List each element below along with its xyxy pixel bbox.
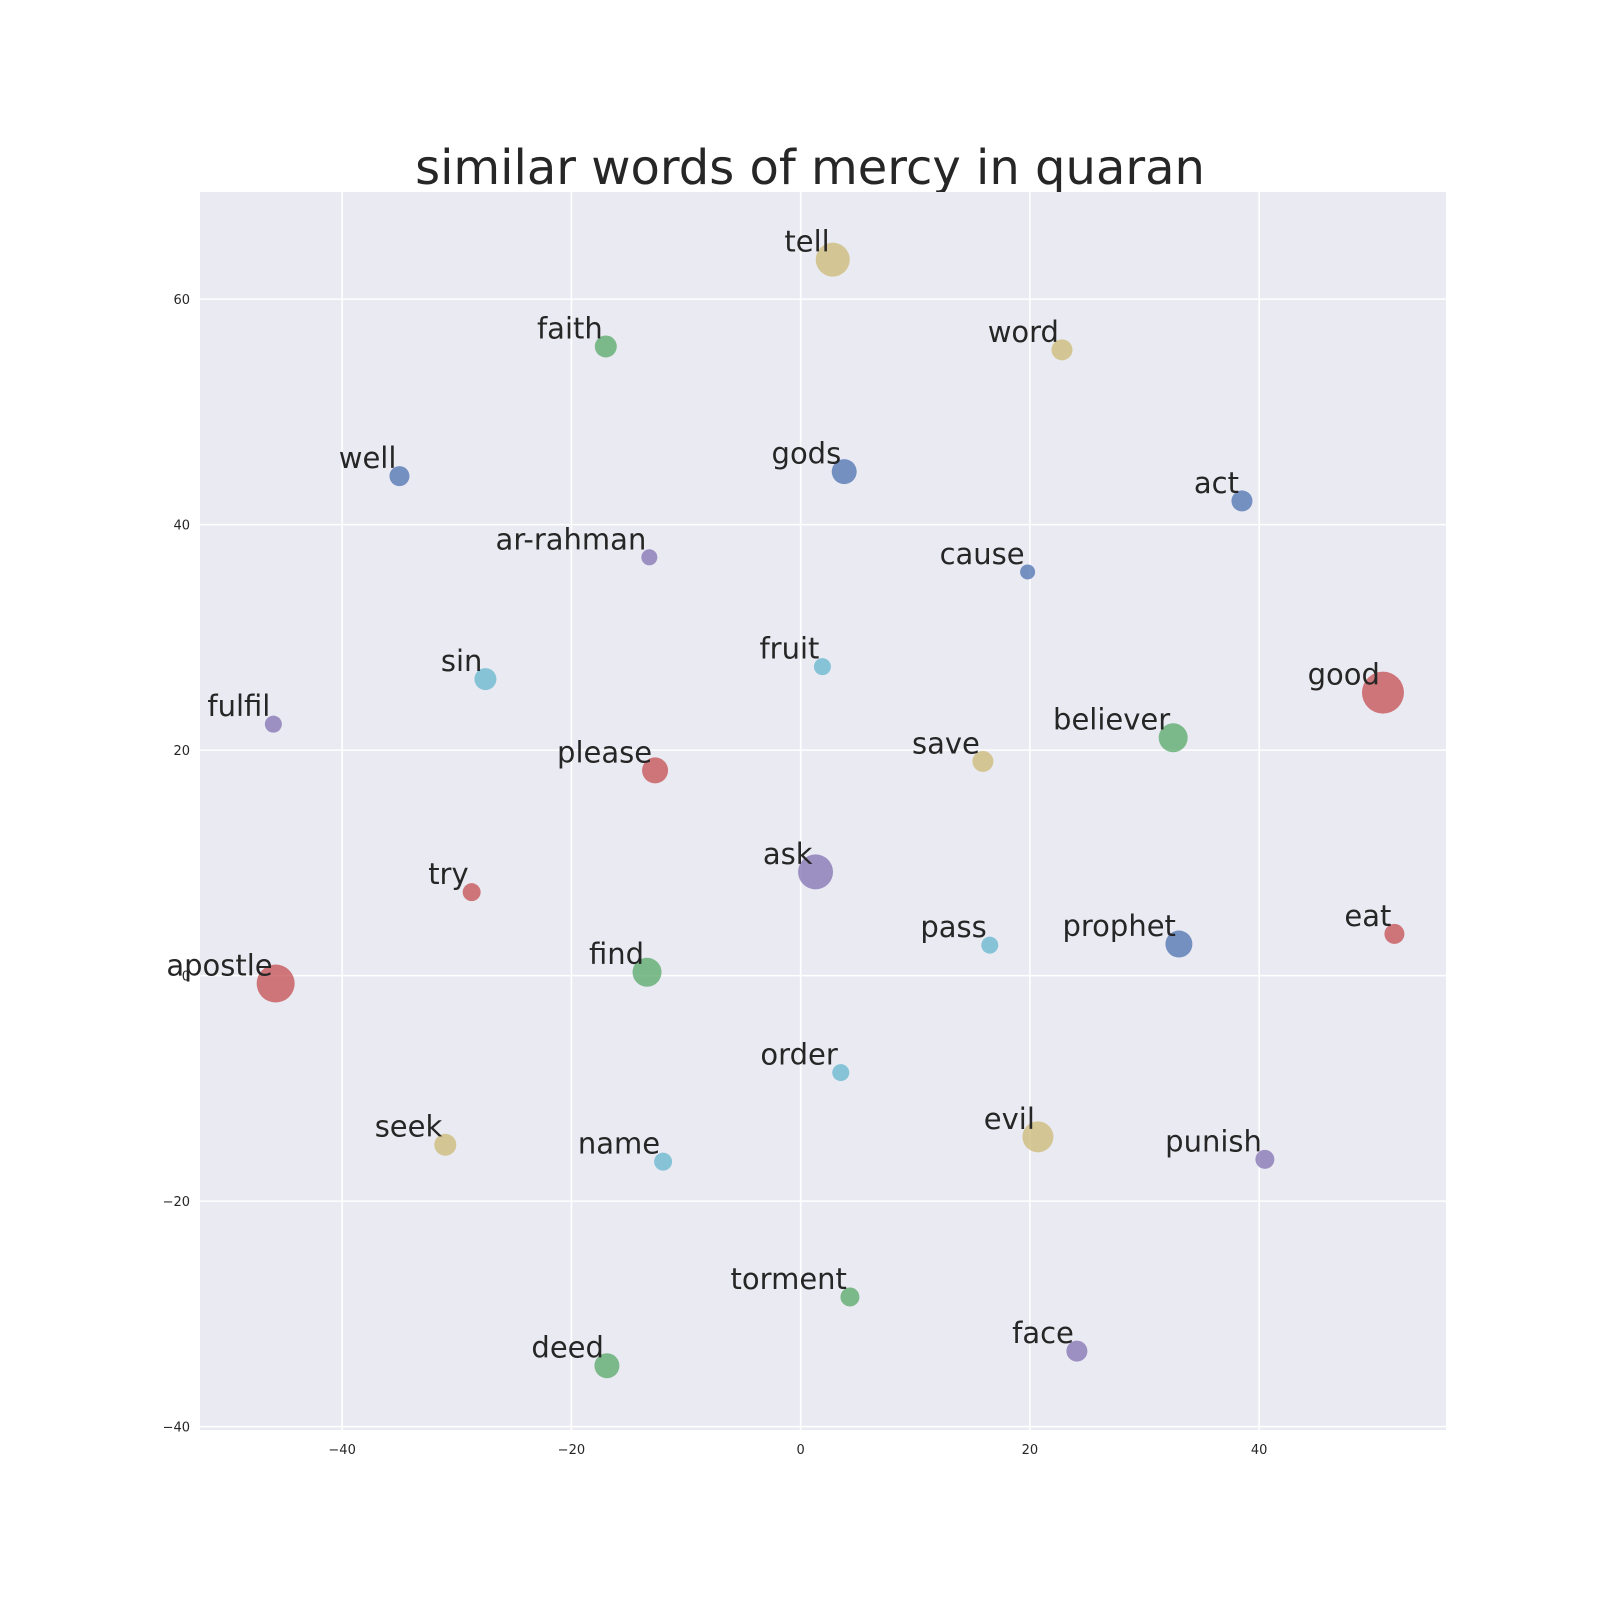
point-label-sin: sin [441,644,483,678]
scatter-point-please [642,757,669,784]
scatter-point-apostle [256,964,295,1003]
scatter-point-seek [434,1133,457,1156]
y-tick-label: −20 [163,1195,190,1210]
point-label-torment: torment [731,1262,847,1296]
point-label-ask: ask [763,837,813,871]
scatter-point-ask [798,854,834,890]
scatter-point-gods [831,459,857,485]
point-label-face: face [1012,1316,1074,1350]
scatter-point-ar-rahman [641,549,658,566]
scatter-point-pass [981,936,999,954]
point-label-ar-rahman: ar-rahman [496,522,647,556]
point-label-punish: punish [1165,1124,1262,1158]
point-label-gods: gods [772,437,842,471]
scatter-point-believer [1158,723,1188,753]
y-tick-label: −40 [163,1421,190,1436]
point-label-seek: seek [375,1110,443,1144]
point-label-pass: pass [920,910,986,944]
scatter-point-prophet [1165,930,1193,958]
scatter-point-fruit [813,658,831,676]
scatter-point-sin [474,668,497,691]
scatter-point-punish [1255,1149,1275,1169]
scatter-point-well [389,466,410,487]
x-tick-label: 0 [797,1443,805,1458]
y-tick-label: 60 [173,293,190,308]
point-label-tell: tell [784,225,829,259]
scatter-point-act [1231,490,1253,512]
x-tick-label: 20 [1022,1443,1039,1458]
data-points [256,242,1405,1379]
point-label-faith: faith [537,311,603,345]
point-label-try: try [428,857,468,891]
grid-lines [200,192,1446,1430]
point-label-prophet: prophet [1062,909,1175,943]
y-tick-label: 40 [173,519,190,534]
x-tick-label: 40 [1251,1443,1268,1458]
point-label-find: find [589,937,644,971]
chart-title: similar words of mercy in quaran [415,140,1205,196]
plot-area [200,192,1446,1430]
point-label-well: well [339,441,397,475]
scatter-point-evil [1022,1121,1054,1153]
point-label-act: act [1194,466,1239,500]
point-label-apostle: apostle [166,949,272,983]
scatter-point-word [1051,339,1073,361]
y-tick-label: 20 [173,744,190,759]
scatter-point-faith [594,335,617,358]
point-label-deed: deed [531,1331,604,1365]
scatter-point-fulfil [264,715,282,733]
scatter-point-save [972,750,994,772]
point-label-please: please [557,735,652,769]
scatter-point-eat [1384,923,1405,944]
point-labels: tell faith word well gods act ar-rahman cause si… [166,225,1391,1365]
scatter-point-name [654,1152,673,1171]
point-label-word: word [988,315,1059,349]
x-tick-label: −20 [558,1443,585,1458]
point-label-fulfil: fulfil [207,689,270,723]
point-label-evil: evil [984,1102,1035,1136]
point-label-believer: believer [1053,703,1170,737]
scatter-point-order [832,1064,850,1082]
point-label-name: name [578,1127,660,1161]
scatter-point-try [462,883,481,902]
axis-ticks: −40 −20 0 20 40 −40 −20 0 20 40 60 [163,293,1268,1458]
point-label-fruit: fruit [759,632,819,666]
scatter-point-tell [815,242,850,277]
point-label-good: good [1308,658,1380,692]
y-tick-label: 0 [182,970,190,985]
scatter-point-find [632,957,662,987]
point-label-eat: eat [1344,899,1391,933]
scatter-point-torment [840,1287,860,1307]
point-label-order: order [760,1038,837,1072]
scatter-point-good [1361,671,1404,714]
x-tick-label: −40 [328,1443,355,1458]
point-label-save: save [912,726,980,760]
scatter-point-face [1066,1340,1088,1362]
scatter-point-cause [1020,564,1036,580]
scatter-point-deed [594,1353,620,1379]
point-label-cause: cause [940,537,1025,571]
